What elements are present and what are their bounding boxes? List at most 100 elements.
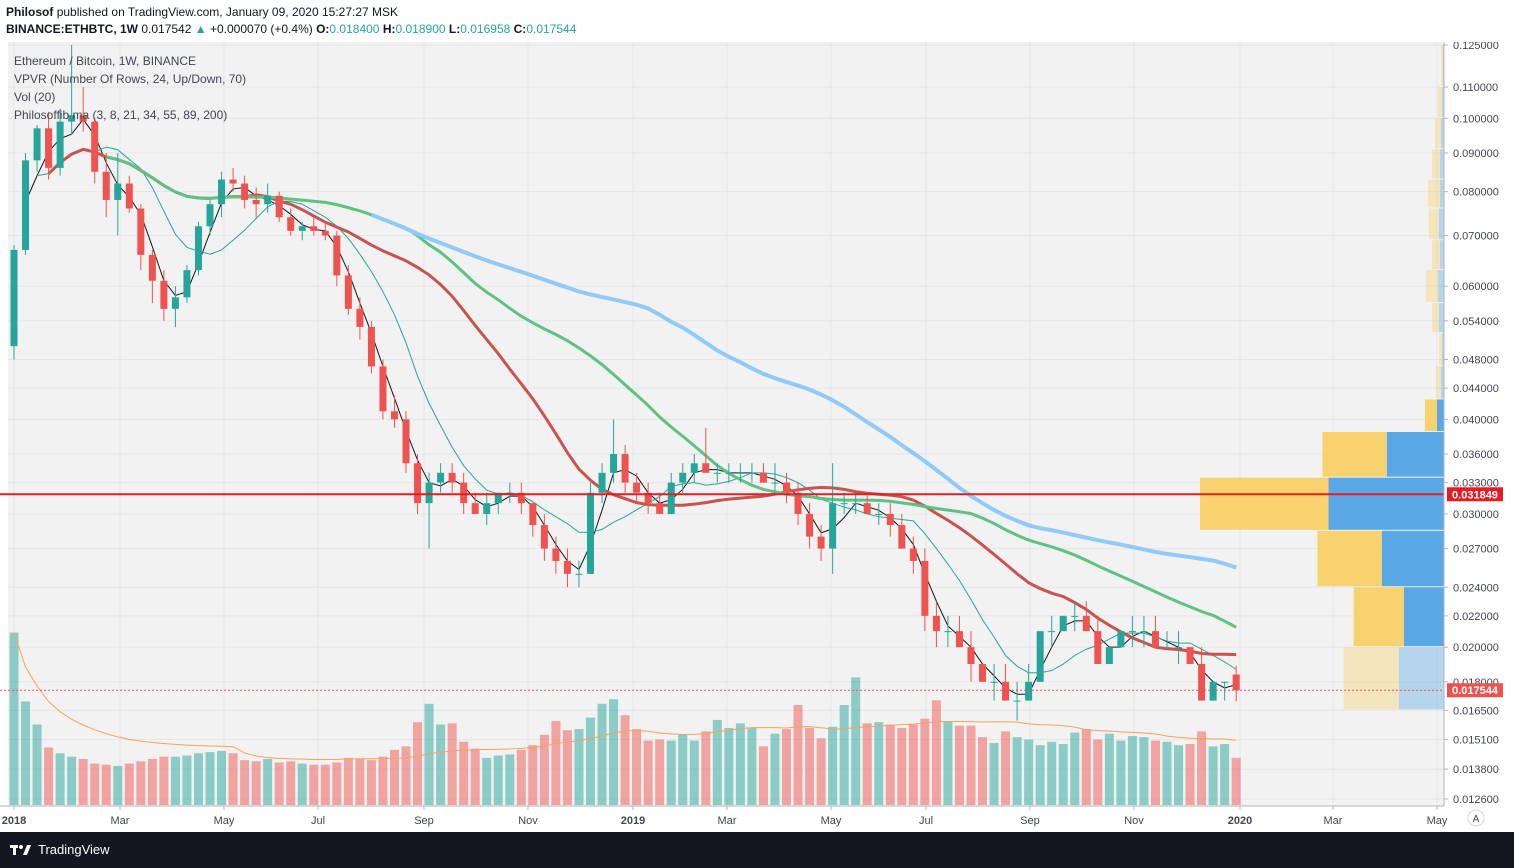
candle-body xyxy=(725,472,733,474)
price-tick-label: 0.054000 xyxy=(1453,316,1499,328)
vpvr-down-bar xyxy=(1431,240,1440,270)
volume-bar xyxy=(240,760,250,805)
candle-body xyxy=(1209,681,1217,701)
volume-bar xyxy=(1220,744,1230,805)
volume-bar xyxy=(274,762,284,805)
volume-bar xyxy=(516,749,526,805)
volume-bar xyxy=(1104,733,1114,805)
candle-body xyxy=(909,548,917,561)
legend-ma[interactable]: Philosoffib ma (3, 8, 21, 34, 55, 89, 20… xyxy=(14,108,228,122)
volume-bar xyxy=(678,734,688,805)
volume-bar xyxy=(113,765,123,805)
volume-bar xyxy=(954,725,964,805)
volume-bar xyxy=(1081,729,1091,805)
candle-body xyxy=(22,160,30,250)
volume-bar xyxy=(170,756,180,805)
vpvr-up-bar xyxy=(1439,149,1444,179)
quote-line: BINANCE:ETHBTC, 1W 0.017542 ▲ +0.000070 … xyxy=(6,22,576,36)
candle-body xyxy=(656,503,664,514)
change-arrow-icon: ▲ xyxy=(194,22,207,36)
volume-bar xyxy=(874,722,884,805)
volume-bar xyxy=(597,703,607,805)
volume-bar xyxy=(666,740,676,805)
vpvr-up-bar xyxy=(1441,87,1444,118)
price-tick-label: 0.080000 xyxy=(1453,187,1499,199)
legend-title[interactable]: Ethereum / Bitcoin, 1W, BINANCE xyxy=(14,54,197,68)
candle-body xyxy=(955,631,963,648)
volume-bar xyxy=(228,753,238,805)
publish-header: Philosof published on TradingView.com, J… xyxy=(0,0,1514,42)
candle-body xyxy=(967,647,975,665)
auto-scale-button[interactable]: A xyxy=(1467,809,1485,827)
price-tick-label: 0.070000 xyxy=(1453,231,1499,243)
vpvr-down-bar xyxy=(1428,208,1439,240)
volume-bar xyxy=(1047,741,1057,805)
volume-bar xyxy=(470,748,480,805)
price-change: +0.000070 (+0.4%) xyxy=(209,22,313,36)
candle-body xyxy=(1071,615,1079,617)
tradingview-brand[interactable]: TradingView xyxy=(10,842,110,857)
symbol-label[interactable]: BINANCE:ETHBTC, 1W xyxy=(6,22,138,36)
volume-bar xyxy=(735,723,745,805)
time-tick-label: Nov xyxy=(518,815,538,827)
vpvr-up-bar xyxy=(1436,399,1444,431)
volume-bar xyxy=(159,756,169,805)
candle-body xyxy=(1198,664,1206,701)
candle-body xyxy=(68,115,76,122)
candle-body xyxy=(1002,681,1010,701)
candle-body xyxy=(218,179,226,205)
volume-bar xyxy=(724,727,734,805)
candle-body xyxy=(56,121,64,168)
volume-bar xyxy=(505,754,515,805)
time-tick-label: Sep xyxy=(414,815,434,827)
candle-body xyxy=(506,492,514,494)
candle-body xyxy=(137,208,145,255)
volume-bar xyxy=(1070,732,1080,805)
vpvr-down-bar xyxy=(1431,303,1439,333)
volume-bar xyxy=(1162,741,1172,805)
volume-bar xyxy=(309,764,319,805)
volume-bar xyxy=(862,723,872,805)
candle-body xyxy=(79,115,87,122)
vpvr-down-bar xyxy=(1425,270,1438,303)
volume-bar xyxy=(251,761,261,805)
volume-bar xyxy=(839,704,849,805)
vpvr-up-bar xyxy=(1386,431,1444,477)
vpvr-down-bar xyxy=(1427,179,1440,208)
time-tick-label: 2020 xyxy=(1228,815,1252,827)
candle-body xyxy=(460,482,468,504)
volume-bar xyxy=(528,745,538,805)
vpvr-down-bar xyxy=(1431,149,1440,179)
volume-bar xyxy=(193,753,203,805)
author-name[interactable]: Philosof xyxy=(6,5,54,19)
candle-body xyxy=(886,513,894,526)
legend-vpvr[interactable]: VPVR (Number Of Rows, 24, Up/Down, 70) xyxy=(14,72,247,86)
candle-body xyxy=(241,183,249,200)
candle-body xyxy=(1048,631,1056,633)
volume-bar xyxy=(32,724,42,805)
level-price-badge xyxy=(1447,487,1503,502)
vpvr-up-bar xyxy=(1440,366,1444,399)
candle-body xyxy=(494,492,502,504)
candle-body xyxy=(806,513,814,537)
price-axis[interactable]: 0.125000 0.110000 0.100000 0.090000 0.080000… xyxy=(1444,42,1499,806)
candle-body xyxy=(840,503,848,505)
price-tick-label: 0.040000 xyxy=(1453,414,1499,426)
candle-body xyxy=(367,326,375,367)
legend-vol[interactable]: Vol (20) xyxy=(14,90,56,104)
volume-bar xyxy=(586,717,595,805)
price-tick-label: 0.125000 xyxy=(1453,42,1499,52)
candle-body xyxy=(448,472,456,483)
plot-area[interactable] xyxy=(8,42,1444,806)
price-chart[interactable]: 0.125000 0.110000 0.100000 0.090000 0.080000… xyxy=(0,42,1514,832)
volume-bar xyxy=(147,759,157,805)
last-price-text: 0.017544 xyxy=(1452,685,1499,697)
candle-body xyxy=(817,536,825,549)
ma-55-line xyxy=(370,212,1237,570)
candle-body xyxy=(621,454,629,483)
time-tick-label: May xyxy=(821,815,842,827)
vpvr-up-bar xyxy=(1438,208,1444,240)
candle-body xyxy=(921,560,929,616)
time-axis[interactable]: 2018 Mar May Jul Sep Nov 2019 Mar May Jul Sep Nov 20… xyxy=(2,806,1448,827)
volume-bar xyxy=(459,741,469,805)
